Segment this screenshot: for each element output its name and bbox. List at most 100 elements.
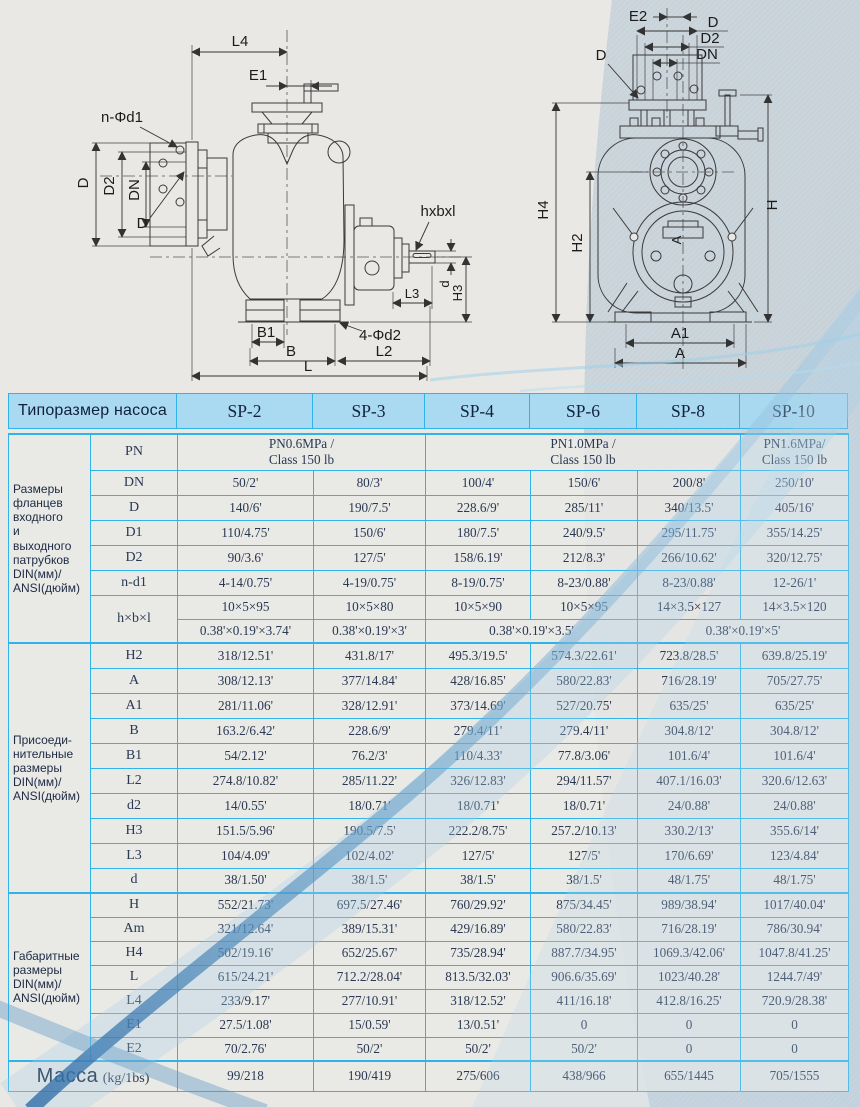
value-cell: 15/0.59' <box>313 1012 426 1038</box>
value-cell: 38/1.5' <box>530 867 638 894</box>
leader-n-phi-d1 <box>139 126 178 148</box>
value-cell: 77.8/3.06' <box>530 742 638 769</box>
priming-port <box>251 83 339 144</box>
value-cell: 428/16.85' <box>425 667 531 694</box>
leader-d <box>149 171 185 219</box>
value-cell: 580/22.83' <box>530 916 638 942</box>
value-cell: 760/29.92' <box>425 892 531 918</box>
param-cell: H <box>90 892 178 918</box>
value-cell: 705/27.75' <box>740 667 849 694</box>
value-cell: 0.38'×0.19'×3.5' <box>425 618 638 644</box>
value-cell: 8-19/0.75' <box>425 569 531 596</box>
mass-value-cell: 190/419 <box>313 1060 426 1092</box>
inlet-flange <box>149 141 228 247</box>
value-cell: 320/12.75' <box>740 544 849 571</box>
value-cell: 110/4.75' <box>177 519 314 546</box>
value-cell: 294/11.57' <box>530 767 638 794</box>
shaft <box>408 250 436 264</box>
value-cell: 274.8/10.82' <box>177 767 314 794</box>
value-cell: 355.6/14' <box>740 817 849 844</box>
value-cell: 1244.7/49' <box>740 964 849 990</box>
value-cell: 150/6' <box>530 469 638 496</box>
value-cell: 716/28.19' <box>637 667 741 694</box>
value-cell: 38/1.5' <box>313 867 426 894</box>
value-cell: 170/6.69' <box>637 842 741 869</box>
param-cell: B <box>90 717 178 744</box>
value-cell: 18/0.71' <box>425 792 531 819</box>
value-cell: 50/2' <box>425 1036 531 1062</box>
dim-label-n-phi-d1: n-Φd1 <box>101 109 143 126</box>
value-cell: 180/7.5' <box>425 519 531 546</box>
dim-label-h3: H3 <box>450 285 465 302</box>
lifting-eye <box>327 140 351 164</box>
dim-label-d-left: D <box>75 177 92 188</box>
value-cell: 4-14/0.75' <box>177 569 314 596</box>
param-cell: L3 <box>90 842 178 869</box>
value-cell: 0.38'×0.19'×3' <box>313 618 426 644</box>
value-cell: 240/9.5' <box>530 519 638 546</box>
value-cell: 308/12.13' <box>177 667 314 694</box>
value-cell: 580/22.83' <box>530 667 638 694</box>
value-cell: 101.6/4' <box>740 742 849 769</box>
param-cell: h×b×l <box>90 594 178 644</box>
param-cell: PN <box>90 433 178 471</box>
value-cell: 48/1.75' <box>637 867 741 894</box>
value-cell: PN0.6MPa / Class 150 lb <box>177 433 426 471</box>
dim-label-a: A <box>675 345 685 362</box>
value-cell: 50/2' <box>177 469 314 496</box>
mass-value-cell: 438/966 <box>530 1060 638 1092</box>
value-cell: 377/14.84' <box>313 667 426 694</box>
value-cell: 123/4.84' <box>740 842 849 869</box>
discharge-flange <box>628 54 707 127</box>
value-cell: 10×5×90 <box>425 594 531 620</box>
dim-label-l2: L2 <box>376 343 393 360</box>
value-cell: 80/3' <box>313 469 426 496</box>
table-corner-header: Типоразмер насоса <box>8 393 177 429</box>
value-cell: 527/20.75' <box>530 692 638 719</box>
value-cell: 127/5' <box>313 544 426 571</box>
column-header-sp-4: SP-4 <box>425 393 530 429</box>
value-cell: 295/11.75' <box>637 519 741 546</box>
value-cell: 716/28.19' <box>637 916 741 942</box>
column-header-sp-8: SP-8 <box>637 393 740 429</box>
value-cell: 0 <box>740 1036 849 1062</box>
dim-label-l3: L3 <box>405 286 419 301</box>
value-cell: 110/4.33' <box>425 742 531 769</box>
value-cell: 405/16' <box>740 494 849 521</box>
value-cell: 697.5/27.46' <box>313 892 426 918</box>
value-cell: 875/34.45' <box>530 892 638 918</box>
value-cell: 1069.3/42.06' <box>637 940 741 966</box>
value-cell: 250/10' <box>740 469 849 496</box>
param-cell: B1 <box>90 742 178 769</box>
value-cell: 321/12.64' <box>177 916 314 942</box>
value-cell: 279.4/11' <box>425 717 531 744</box>
param-cell: H2 <box>90 642 178 669</box>
value-cell: 887.7/34.95' <box>530 940 638 966</box>
value-cell: 0.38'×0.19'×5' <box>637 618 849 644</box>
value-cell: 140/6' <box>177 494 314 521</box>
section-label: Габаритные размеры DIN(мм)/ ANSI(дюйм) <box>8 892 91 1062</box>
param-cell: D1 <box>90 519 178 546</box>
value-cell: 0 <box>637 1012 741 1038</box>
mass-label: Масса <box>36 1064 99 1087</box>
value-cell: 50/2' <box>313 1036 426 1062</box>
value-cell: 1023/40.28' <box>637 964 741 990</box>
param-cell: H4 <box>90 940 178 966</box>
value-cell: 127/5' <box>530 842 638 869</box>
dim-label-e2: E2 <box>629 8 647 25</box>
dim-label-d-shaft: d <box>437 280 452 287</box>
pump-front-view-diagram: E2 D D2 DN D <box>535 8 781 372</box>
param-cell: d2 <box>90 792 178 819</box>
suction-flange <box>649 138 717 206</box>
param-cell: L4 <box>90 988 178 1014</box>
mass-value-cell: 655/1445 <box>637 1060 741 1092</box>
value-cell: 24/0.88' <box>637 792 741 819</box>
value-cell: 429/16.89' <box>425 916 531 942</box>
value-cell: 304.8/12' <box>740 717 849 744</box>
value-cell: 813.5/32.03' <box>425 964 531 990</box>
value-cell: 723.8/28.5' <box>637 642 741 669</box>
value-cell: 0 <box>740 1012 849 1038</box>
value-cell: 285/11' <box>530 494 638 521</box>
section-label: Присоеди- нительные размеры DIN(мм)/ ANS… <box>8 642 91 894</box>
value-cell: PN1.6MPa/ Class 150 lb <box>740 433 849 471</box>
